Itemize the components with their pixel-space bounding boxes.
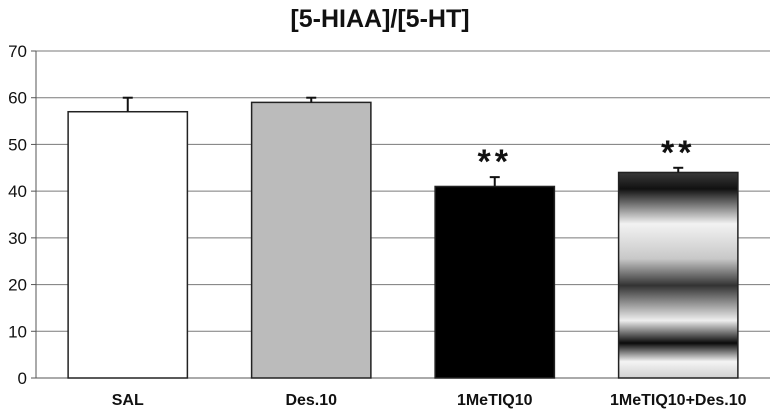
bar-0 — [67, 110, 189, 379]
chart-title: [5-HIAA]/[5-HT] — [290, 5, 469, 33]
bar-3 — [617, 171, 739, 379]
significance-marker: ** — [661, 134, 695, 172]
y-tick-label: 50 — [8, 135, 27, 154]
y-tick-label: 30 — [8, 229, 27, 248]
bar-2 — [434, 185, 556, 379]
x-tick-label: SAL — [112, 392, 144, 409]
y-tick-label: 0 — [18, 369, 27, 388]
x-tick-label: Des.10 — [285, 392, 337, 409]
y-tick-label: 60 — [8, 89, 27, 108]
bar-1 — [250, 101, 372, 379]
y-tick-label: 40 — [8, 182, 27, 201]
y-tick-label: 10 — [8, 322, 27, 341]
bars — [67, 96, 739, 379]
labels: SAL Des.10 ** 1MeTIQ10 ** 1MeTIQ10+Des.10 — [112, 134, 747, 409]
x-tick-label: 1MeTIQ10 — [457, 392, 533, 409]
x-tick-label: 1MeTIQ10+Des.10 — [610, 392, 747, 409]
y-tick-label: 70 — [8, 42, 27, 61]
y-tick-label: 20 — [8, 276, 27, 295]
significance-marker: ** — [478, 143, 512, 181]
